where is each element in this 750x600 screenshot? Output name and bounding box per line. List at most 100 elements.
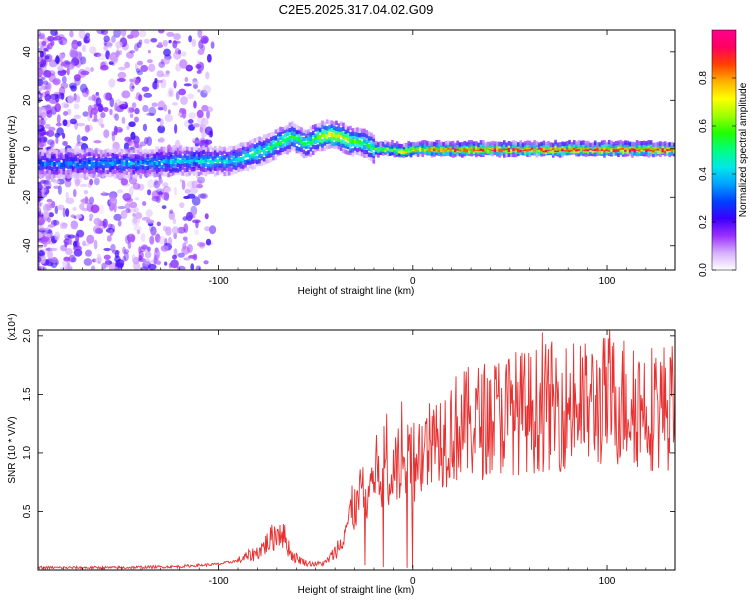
spectrogram-ridge-cell — [456, 140, 459, 145]
spectrogram-ridge-cell — [498, 147, 501, 153]
spectrogram-ridge-cell — [265, 141, 268, 146]
spectrogram-ridge-cell — [253, 150, 257, 156]
spectrogram-ridge-cell — [106, 172, 110, 178]
spectrogram-ridge-cell — [353, 127, 357, 133]
spectrogram-ridge-cell — [216, 162, 219, 168]
spectrogram-noise-cell — [111, 55, 118, 63]
spectrogram-ridge-cell — [183, 162, 187, 168]
spectrogram-ridge-cell — [496, 151, 499, 156]
spectrogram-noise-cell — [137, 183, 145, 191]
spectrogram-ridge-cell — [90, 169, 94, 174]
spectrogram-ridge-cell — [386, 141, 390, 146]
spectrogram-ridge-cell — [106, 169, 110, 175]
spectrogram-ridge-cell — [160, 146, 164, 152]
spectrogram-ridge-cell — [582, 145, 585, 151]
spectrogram-ridge-cell — [339, 130, 343, 136]
spectrogram-ridge-cell — [204, 157, 208, 163]
spectrogram-noise-cell — [62, 119, 68, 127]
spectrogram-ridge-cell — [335, 144, 338, 149]
spectrogram-noise-cell — [38, 34, 45, 40]
spectrogram-ridge-cell — [321, 120, 324, 125]
spectrogram-ridge-cell — [67, 174, 70, 179]
spectrogram-noise-cell — [134, 62, 139, 71]
spectrogram-frame — [37, 29, 676, 271]
spectrogram-ridge-cell — [290, 133, 294, 139]
spectrogram-ridge-cell — [668, 142, 672, 147]
snr-y-ticks: 0.51.01.52.0 — [22, 328, 675, 518]
spectrogram-ridge-cell — [377, 153, 380, 158]
spectrogram-ridge-cell — [230, 150, 233, 155]
spectrogram-ridge-cell — [370, 152, 373, 158]
spectrogram-noise-cell — [134, 78, 140, 86]
spectrogram-ridge-cell — [509, 141, 513, 147]
spectrogram-ridge-cell — [116, 160, 119, 165]
spectrogram-ridge-cell — [209, 169, 212, 174]
spectrogram-ridge-cell — [304, 151, 308, 156]
spectrogram-noise-cell — [70, 44, 79, 49]
spectrogram-ridge-cell — [645, 152, 648, 157]
spectrogram-y-tick-label: -20 — [22, 190, 33, 205]
spectrogram-noise-cell — [114, 102, 118, 112]
spectrogram-ridge-cell — [384, 145, 387, 151]
spectrogram-ridge-cell — [316, 144, 320, 149]
spectrogram-ridge-cell — [55, 173, 59, 178]
spectrogram-ridge-cell — [370, 147, 373, 153]
spectrogram-ridge-cell — [493, 147, 497, 153]
spectrogram-noise-cell — [144, 136, 149, 145]
spectrogram-ridge-cell — [60, 155, 63, 161]
spectrogram-ridge-cell — [647, 139, 651, 145]
spectrogram-ridge-cell — [535, 148, 539, 154]
spectrogram-noise-cell — [50, 30, 58, 37]
spectrogram-ridge-cell — [160, 165, 164, 170]
spectrogram-ridge-cell — [633, 151, 637, 156]
spectrogram-noise-cell — [47, 35, 55, 42]
spectrogram-ridge-cell — [244, 153, 247, 158]
spectrogram-noise-cell — [48, 61, 57, 68]
spectrogram-ridge-cell — [132, 148, 136, 153]
spectrogram-ridge-cell — [433, 151, 436, 156]
spectrogram-ridge-cell — [39, 164, 42, 170]
spectrogram-noise-cell — [111, 249, 120, 255]
spectrogram-noise-cell — [154, 179, 158, 186]
spectrogram-noise-cell — [83, 189, 89, 195]
spectrogram-ridge-cell — [353, 146, 357, 151]
spectrogram-noise-cell — [149, 235, 155, 245]
spectrogram-ridge-cell — [102, 150, 105, 155]
spectrogram-ridge-cell — [344, 132, 348, 138]
spectrogram-ridge-cell — [628, 147, 632, 153]
spectrogram-noise-cell — [57, 34, 65, 39]
spectrogram-noise-cell — [94, 177, 100, 186]
spectrogram-ridge-cell — [102, 165, 105, 170]
spectrogram-noise-cell — [166, 31, 175, 37]
spectrogram-ridge-cell — [530, 142, 534, 147]
spectrogram-ridge-cell — [237, 143, 240, 149]
spectrogram-ridge-cell — [316, 134, 320, 139]
spectrogram-noise-cell — [100, 111, 106, 119]
spectrogram-ridge-cell — [323, 137, 327, 142]
spectrogram-ridge-cell — [116, 165, 119, 171]
spectrogram-ridge-cell — [106, 148, 110, 153]
spectrogram-ridge-cell — [393, 153, 397, 158]
spectrogram-ridge-cell — [610, 147, 613, 152]
spectrogram-ridge-cell — [351, 134, 355, 139]
spectrogram-ridge-cell — [134, 154, 138, 159]
spectrogram-ridge-cell — [558, 153, 562, 158]
spectrogram-ridge-cell — [370, 132, 373, 138]
spectrogram-noise-cell — [103, 247, 111, 252]
spectrogram-ridge-cell — [626, 151, 630, 157]
spectrogram-noise-cell — [197, 193, 207, 199]
spectrogram-ridge-cell — [274, 142, 278, 147]
spectrogram-ridge-cell — [162, 158, 166, 163]
spectrogram-ridge-cell — [526, 147, 529, 152]
spectrogram-ridge-cell — [99, 170, 103, 175]
spectrogram-ridge-cell — [386, 149, 390, 154]
spectrogram-ridge-cell — [274, 135, 278, 140]
spectrogram-ridge-cell — [300, 131, 303, 136]
spectrogram-noise-cell — [78, 30, 86, 39]
spectrogram-ridge-cell — [673, 142, 675, 148]
spectrogram-ridge-cell — [134, 162, 138, 167]
spectrogram-ridge-cell — [132, 164, 136, 169]
spectrogram-ridge-cell — [281, 147, 285, 153]
spectrogram-ridge-cell — [92, 173, 96, 179]
spectrogram-ridge-cell — [370, 141, 373, 147]
